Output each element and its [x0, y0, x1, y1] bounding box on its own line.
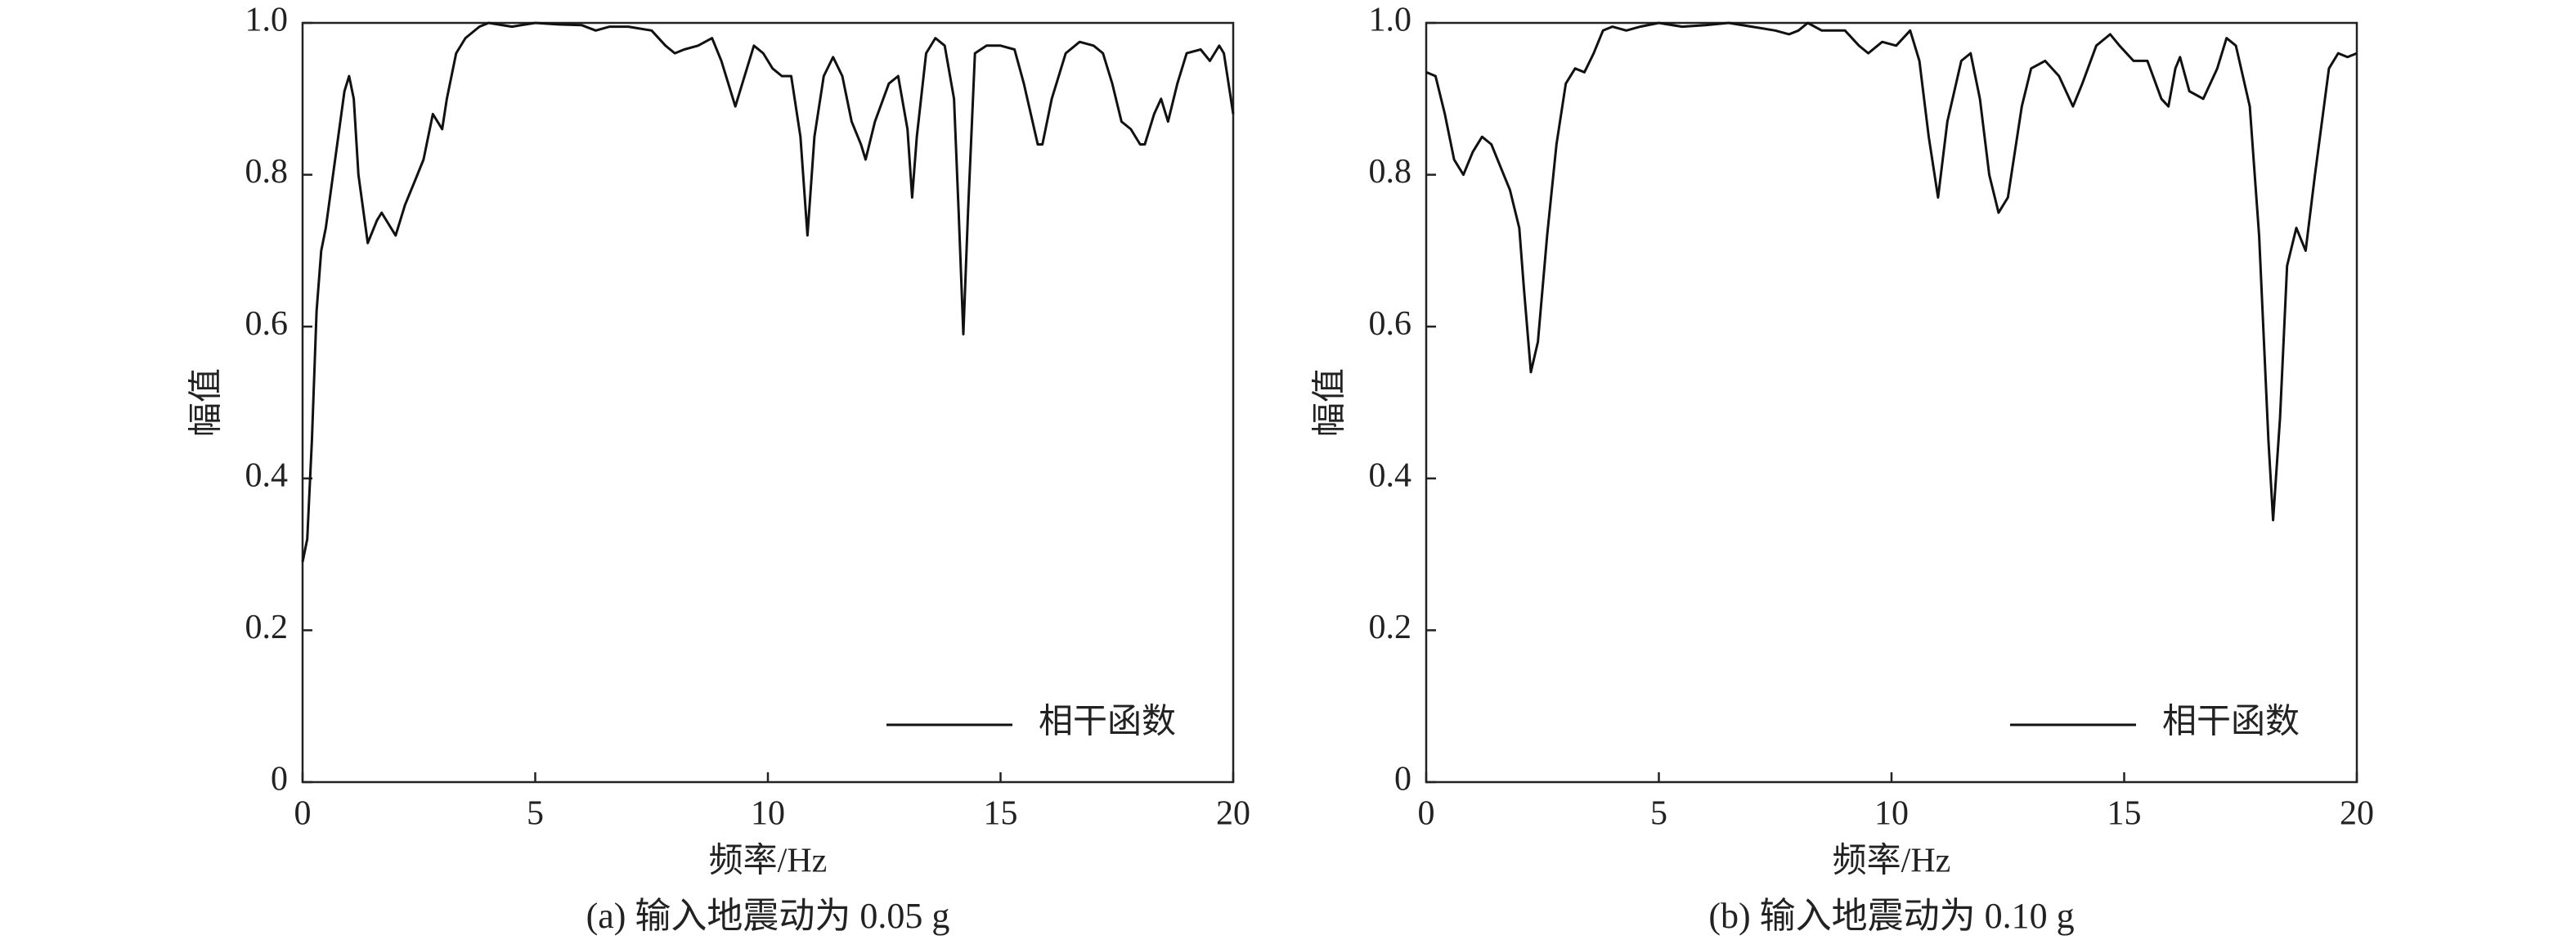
y-tick-label: 0 [1394, 761, 1411, 798]
y-tick-label: 0.6 [1369, 305, 1412, 343]
y-tick-label: 0.8 [245, 153, 289, 191]
y-tick-label: 1.0 [245, 2, 289, 39]
x-tick-label: 15 [2107, 795, 2142, 833]
plot-frame [1425, 21, 2358, 784]
y-tick-label: 0.4 [1369, 457, 1412, 494]
y-tick-label: 0.6 [245, 305, 289, 343]
x-tick-label: 20 [2340, 795, 2374, 833]
y-tick-label: 1.0 [1369, 2, 1412, 39]
x-tick-label: 10 [751, 795, 785, 833]
x-tick-label: 20 [1216, 795, 1250, 833]
x-tick-label: 10 [1874, 795, 1909, 833]
caption: (b) 输入地震动为 0.10 g [1708, 896, 2074, 936]
coherence-line [301, 21, 1235, 563]
x-axis-label: 频率/Hz [709, 842, 828, 880]
caption: (a) 输入地震动为 0.05 g [586, 896, 950, 936]
y-tick-label: 0 [271, 761, 288, 798]
y-tick-label: 0.2 [245, 609, 289, 646]
x-tick-label: 15 [984, 795, 1018, 833]
x-tick-label: 0 [294, 795, 312, 833]
y-tick-label: 0.2 [1369, 609, 1412, 646]
x-tick-label: 5 [1650, 795, 1667, 833]
x-tick-label: 5 [527, 795, 544, 833]
legend-label: 相干函数 [1039, 704, 1176, 741]
legend-label: 相干函数 [2162, 704, 2300, 741]
y-tick-label: 0.4 [245, 457, 289, 494]
x-tick-label: 0 [1418, 795, 1435, 833]
plot-frame [301, 21, 1235, 784]
y-tick-label: 0.8 [1369, 153, 1412, 191]
y-axis-label: 幅值 [188, 368, 226, 437]
x-axis-label: 频率/Hz [1833, 842, 1951, 880]
y-axis-label: 幅值 [1312, 368, 1349, 437]
coherence-line [1425, 21, 2358, 522]
